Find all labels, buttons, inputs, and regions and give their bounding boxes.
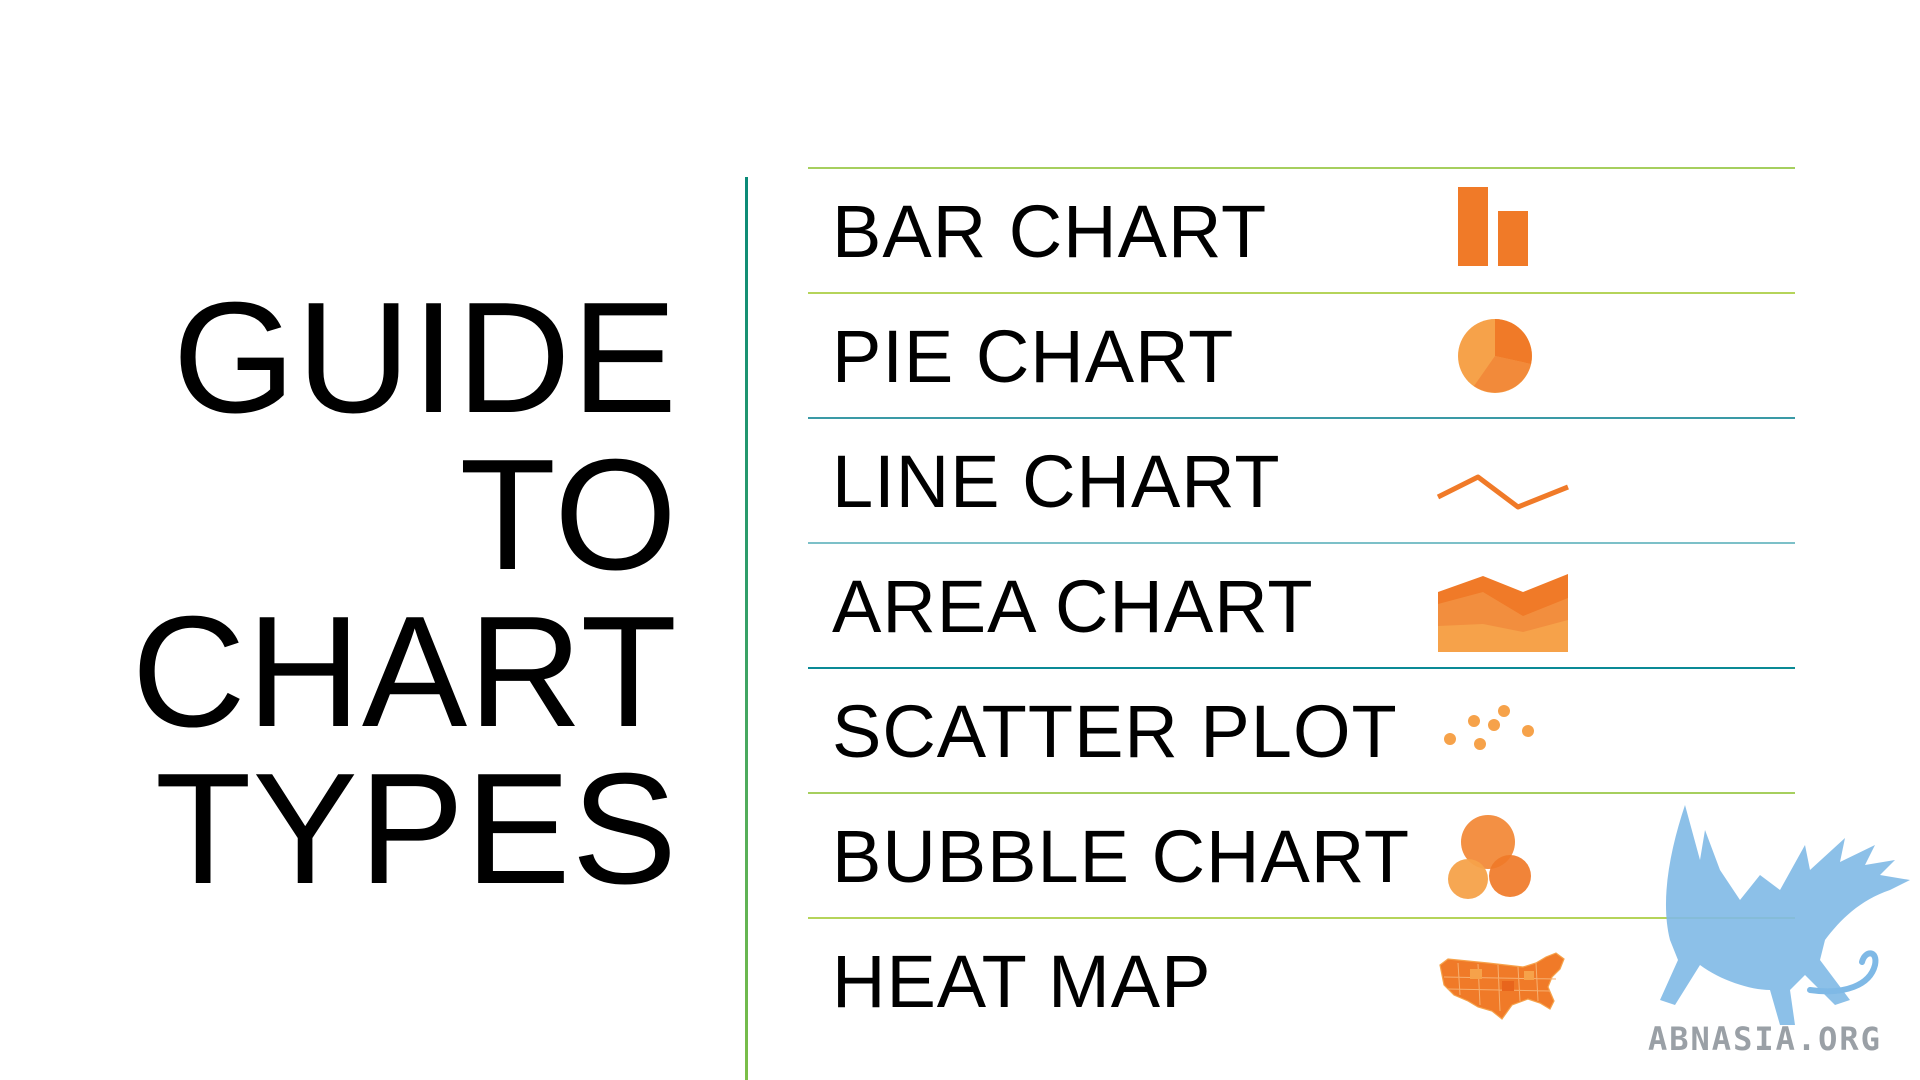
- title-line-1: GUIDE: [172, 270, 678, 446]
- chart-type-list: BAR CHART PIE CHART LINE CHART AREA CHAR…: [808, 167, 1795, 1042]
- row-heat-map: HEAT MAP: [808, 917, 1795, 1042]
- row-line-chart: LINE CHART: [808, 417, 1795, 542]
- bubble-chart-icon: [1428, 804, 1578, 909]
- row-scatter-plot: SCATTER PLOT: [808, 667, 1795, 792]
- bar-chart-icon: [1428, 179, 1578, 284]
- page-title: GUIDE TO CHART TYPES: [131, 270, 678, 917]
- area-chart-label: AREA CHART: [832, 565, 1314, 648]
- vertical-divider: [745, 177, 748, 1080]
- row-pie-chart: PIE CHART: [808, 292, 1795, 417]
- bar-chart-label: BAR CHART: [832, 190, 1268, 273]
- row-area-chart: AREA CHART: [808, 542, 1795, 667]
- watermark-logo: [1630, 790, 1920, 1060]
- heat-map-icon: [1428, 929, 1578, 1034]
- row-bubble-chart: BUBBLE CHART: [808, 792, 1795, 917]
- pie-chart-icon: [1428, 304, 1578, 409]
- scatter-plot-icon: [1428, 679, 1578, 784]
- bubble-chart-label: BUBBLE CHART: [832, 815, 1411, 898]
- row-bar-chart: BAR CHART: [808, 167, 1795, 292]
- griffin-logo-icon: [1660, 805, 1910, 1025]
- watermark-text: ABNASIA.ORG: [1648, 1020, 1882, 1058]
- line-chart-label: LINE CHART: [832, 440, 1281, 523]
- scatter-plot-label: SCATTER PLOT: [832, 690, 1398, 773]
- heat-map-label: HEAT MAP: [832, 940, 1212, 1023]
- title-line-2: TO: [459, 427, 678, 603]
- title-line-4: TYPES: [154, 741, 678, 917]
- title-line-3: CHART: [131, 584, 678, 760]
- line-chart-icon: [1428, 429, 1578, 534]
- pie-chart-label: PIE CHART: [832, 315, 1235, 398]
- area-chart-icon: [1428, 554, 1578, 659]
